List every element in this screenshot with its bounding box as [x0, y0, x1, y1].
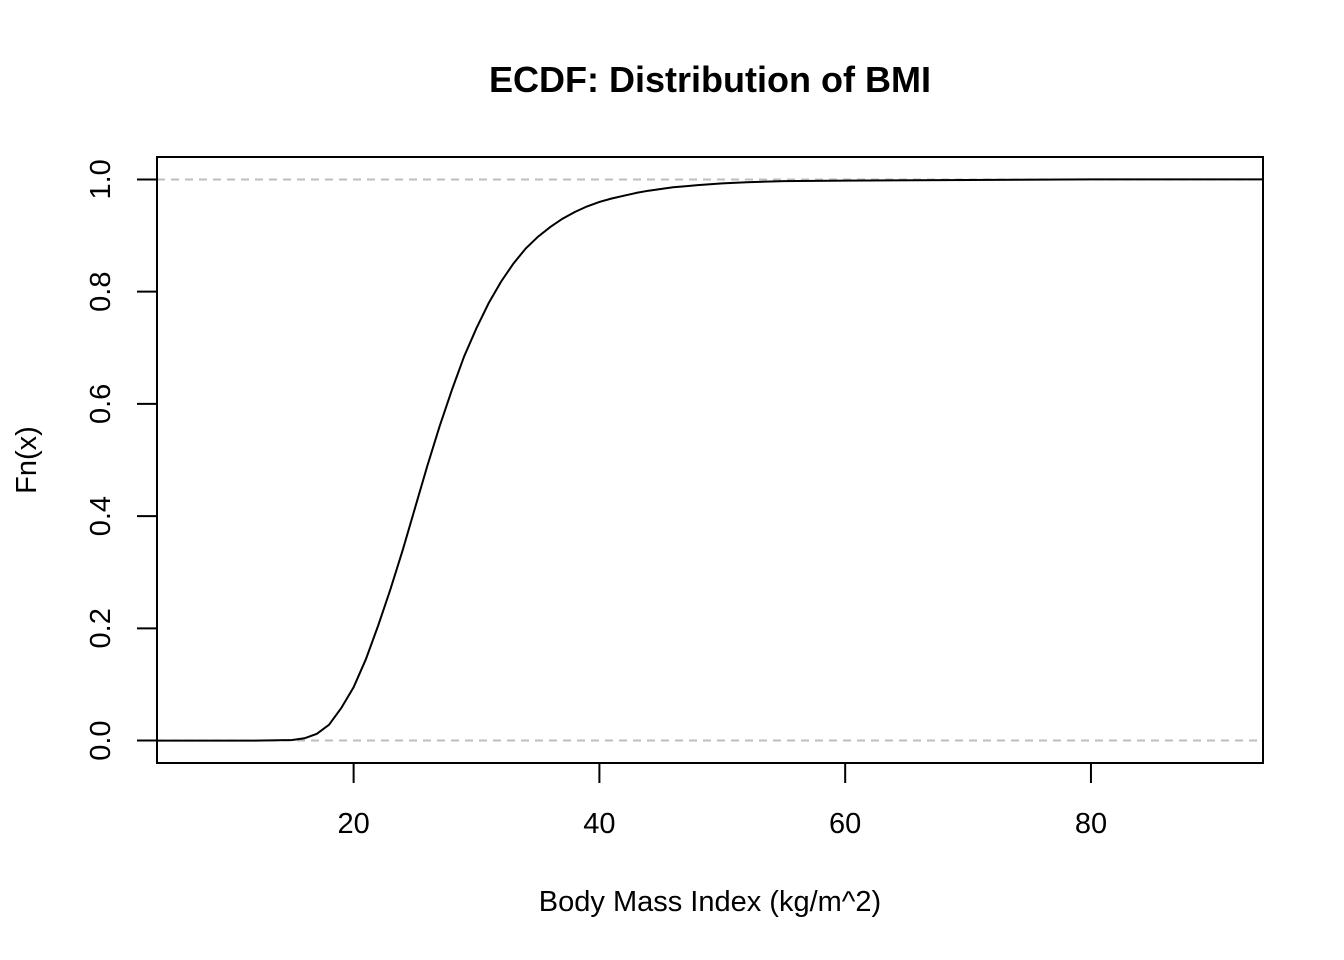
x-tick-label-3: 80	[1075, 808, 1107, 840]
x-tick-label-2: 60	[829, 808, 861, 840]
plot-frame	[156, 156, 1264, 764]
y-tick-label-0: 0.0	[85, 720, 117, 760]
x-axis: 20 40 60 80	[337, 763, 1107, 840]
y-tick-label-3: 0.6	[85, 384, 117, 424]
y-tick-label-2: 0.4	[85, 496, 117, 536]
ecdf-curve	[157, 178, 1263, 742]
reference-lines	[157, 178, 1263, 742]
y-tick-label-1: 0.2	[85, 608, 117, 648]
y-axis: 0.0 0.2 0.4 0.6 0.8 1.0	[85, 159, 157, 761]
x-tick-label-1: 40	[583, 808, 615, 840]
chart-title: ECDF: Distribution of BMI	[489, 59, 931, 100]
y-tick-label-4: 0.8	[85, 272, 117, 312]
x-tick-label-0: 20	[337, 808, 369, 840]
y-axis-label: Fn(x)	[11, 426, 43, 494]
y-tick-label-5: 1.0	[85, 159, 117, 199]
x-axis-label: Body Mass Index (kg/m^2)	[539, 886, 881, 918]
